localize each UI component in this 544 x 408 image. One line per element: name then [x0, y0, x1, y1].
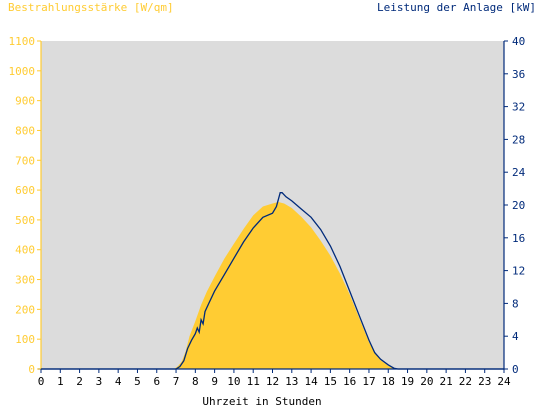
x-tick-label: 3	[96, 375, 103, 388]
x-tick-label: 17	[362, 375, 375, 388]
x-tick-label: 16	[343, 375, 356, 388]
x-tick-label: 4	[115, 375, 122, 388]
x-tick-label: 15	[324, 375, 337, 388]
left-tick-label: 900	[15, 95, 35, 108]
left-axis-title: Bestrahlungsstärke [W/qm]	[8, 1, 174, 14]
right-tick-label: 40	[512, 35, 525, 48]
x-tick-label: 13	[285, 375, 298, 388]
x-tick-label: 24	[497, 375, 511, 388]
left-tick-label: 100	[15, 333, 35, 346]
tick-labels: 0100200300400500600700800900100011000481…	[9, 35, 526, 388]
left-tick-label: 1000	[9, 65, 36, 78]
axes	[37, 40, 508, 373]
left-tick-label: 600	[15, 184, 35, 197]
x-tick-label: 0	[38, 375, 45, 388]
left-tick-label: 200	[15, 303, 35, 316]
x-tick-label: 9	[211, 375, 218, 388]
x-tick-label: 21	[440, 375, 453, 388]
x-tick-label: 20	[420, 375, 433, 388]
x-tick-label: 23	[478, 375, 491, 388]
x-tick-label: 14	[304, 375, 318, 388]
right-tick-label: 4	[512, 330, 519, 343]
x-tick-label: 1	[57, 375, 64, 388]
left-tick-label: 0	[28, 363, 35, 376]
right-tick-label: 32	[512, 101, 525, 114]
x-tick-label: 6	[153, 375, 160, 388]
left-tick-label: 1100	[9, 35, 36, 48]
x-tick-label: 11	[247, 375, 260, 388]
x-tick-label: 7	[173, 375, 180, 388]
power-line	[41, 192, 504, 370]
x-axis-title: Uhrzeit in Stunden	[202, 395, 321, 408]
x-tick-label: 18	[382, 375, 395, 388]
left-tick-label: 300	[15, 274, 35, 287]
x-tick-label: 10	[227, 375, 240, 388]
x-tick-label: 12	[266, 375, 279, 388]
x-tick-label: 22	[459, 375, 472, 388]
right-tick-label: 0	[512, 363, 519, 376]
right-tick-label: 16	[512, 232, 525, 245]
x-tick-label: 5	[134, 375, 141, 388]
left-tick-label: 500	[15, 214, 35, 227]
right-axis-title: Leistung der Anlage [kW]	[377, 1, 536, 14]
right-tick-label: 8	[512, 297, 519, 310]
right-tick-label: 24	[512, 166, 526, 179]
left-tick-label: 800	[15, 124, 35, 137]
right-tick-label: 20	[512, 199, 525, 212]
left-tick-label: 700	[15, 154, 35, 167]
right-tick-label: 36	[512, 68, 525, 81]
x-tick-label: 19	[401, 375, 414, 388]
right-tick-label: 12	[512, 265, 525, 278]
left-tick-label: 400	[15, 244, 35, 257]
irradiance-area	[41, 202, 504, 369]
right-tick-label: 28	[512, 133, 525, 146]
x-tick-label: 8	[192, 375, 199, 388]
x-tick-label: 2	[76, 375, 83, 388]
